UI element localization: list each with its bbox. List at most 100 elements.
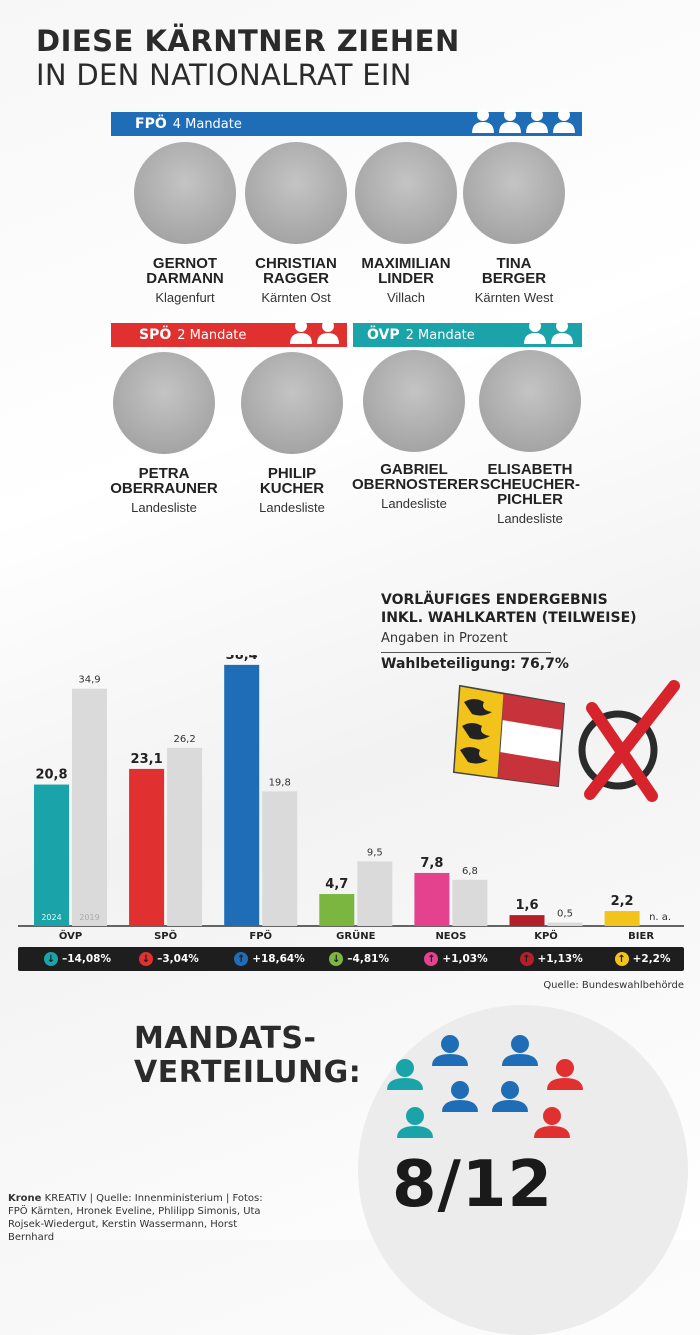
candidate-photo <box>241 352 343 454</box>
arrow-up-icon: ↑ <box>234 952 249 966</box>
person-icon <box>524 320 546 344</box>
spo-mandates: 2 Mandate <box>177 327 247 343</box>
change-value: ↑ +2,2% <box>614 947 671 971</box>
result-heading: VORLÄUFIGES ENDERGEBNIS INKL. WAHLKARTEN… <box>381 592 637 626</box>
person-icon <box>551 320 573 344</box>
change-value: ↓ –3,04% <box>139 947 199 971</box>
arrow-up-icon: ↑ <box>614 952 629 966</box>
mandate-heading: MANDATS- VERTEILUNG: <box>134 1021 362 1090</box>
candidate-oberrauner: PETRA OBERRAUNER Landesliste <box>104 352 224 515</box>
category-label: SPÖ <box>154 928 177 942</box>
spo-header: SPÖ 2 Mandate <box>111 320 347 347</box>
change-text: –4,81% <box>347 953 389 965</box>
fpo-name: FPÖ <box>135 116 167 132</box>
value-label-2024: 4,7 <box>325 877 348 892</box>
legend-2024: 2024 <box>41 913 61 922</box>
person-icon <box>547 1059 583 1090</box>
person-icon <box>442 1081 478 1112</box>
person-icon <box>526 109 548 133</box>
bar-2019-grüne <box>357 861 393 926</box>
mandate-count: 8/12 <box>392 1148 553 1222</box>
arrow-down-icon: ↓ <box>139 952 154 966</box>
person-icon <box>553 109 575 133</box>
change-value: ↓ –4,81% <box>329 947 389 971</box>
ballot-cross-icon <box>578 680 680 802</box>
bar-2019-övp <box>72 688 107 926</box>
person-icon <box>534 1107 570 1138</box>
value-label-2019: 26,2 <box>173 734 195 745</box>
person-icon <box>432 1035 468 1066</box>
candidate-photo <box>134 142 236 244</box>
candidate-darmann: GERNOT DARMANN Klagenfurt <box>125 142 245 305</box>
value-label-2024: 38,4 <box>226 655 258 663</box>
candidate-photo <box>363 350 465 452</box>
chart-source: Quelle: Bundeswahlbehörde <box>543 980 684 991</box>
candidate-linder: MAXIMILIAN LINDER Villach <box>346 142 466 305</box>
bar-2024-fpö <box>224 664 260 926</box>
change-text: +1,13% <box>537 953 583 965</box>
value-label-2024: 2,2 <box>611 894 634 909</box>
ovp-mandates: 2 Mandate <box>405 327 475 343</box>
value-label-2019: 34,9 <box>78 675 100 686</box>
value-label-2019: n. a. <box>649 912 671 923</box>
value-label-2019: 6,8 <box>462 866 478 877</box>
arrow-up-icon: ↑ <box>424 952 439 966</box>
spo-name: SPÖ <box>139 327 172 343</box>
candidate-photo <box>355 142 457 244</box>
value-label-2019: 0,5 <box>557 909 573 920</box>
spo-mandate-icons <box>289 318 340 344</box>
bar-2024-bier <box>604 911 640 926</box>
candidate-obernosterer: GABRIEL OBERNOSTERER Landesliste <box>352 350 479 511</box>
headline-line1: DIESE KÄRNTNER ZIEHEN <box>36 24 460 58</box>
category-label: GRÜNE <box>336 928 375 942</box>
value-label-2019: 9,5 <box>367 847 383 858</box>
bar-2019-kpö <box>547 922 583 926</box>
footer-credits: Krone KREATIV | Quelle: Innenministerium… <box>8 1193 263 1243</box>
unit-note: Angaben in Prozent <box>381 631 508 646</box>
arrow-down-icon: ↓ <box>329 952 344 966</box>
ovp-name: ÖVP <box>367 327 400 343</box>
category-label: BIER <box>628 931 654 942</box>
headline-line2: IN DEN NATIONALRAT EIN <box>36 58 412 92</box>
bar-2019-neos <box>452 879 488 926</box>
turnout: Wahlbeteiligung: 76,7% <box>381 656 569 672</box>
change-value: ↓ –14,08% <box>44 947 111 971</box>
legend-2019: 2019 <box>79 913 99 922</box>
person-icon <box>502 1035 538 1066</box>
person-icon <box>492 1081 528 1112</box>
fpo-header: FPÖ 4 Mandate <box>111 109 582 136</box>
person-icon <box>317 320 339 344</box>
candidate-kucher: PHILIP KUCHER Landesliste <box>232 352 352 515</box>
candidate-scheucher-pichler: ELISABETH SCHEUCHER- PICHLER Landesliste <box>470 350 590 526</box>
change-text: +18,64% <box>252 953 305 965</box>
fpo-mandate-icons <box>471 107 576 133</box>
change-text: –3,04% <box>157 953 199 965</box>
bar-2024-grüne <box>319 894 355 926</box>
mandate-people-icons <box>387 1035 583 1138</box>
bar-2019-fpö <box>262 791 298 926</box>
results-bar-chart: 20,8 34,9 ÖVP 2024 2019 23,1 26,2 SPÖ 38,4 19,8 FP… <box>18 655 684 942</box>
candidate-berger: TINA BERGER Kärnten West <box>454 142 574 305</box>
candidate-ragger: CHRISTIAN RAGGER Kärnten Ost <box>236 142 356 305</box>
arrow-down-icon: ↓ <box>44 952 58 966</box>
candidate-photo <box>113 352 215 454</box>
person-icon <box>472 109 494 133</box>
person-icon <box>290 320 312 344</box>
ovp-mandate-icons <box>523 318 574 344</box>
category-label: KPÖ <box>534 928 558 942</box>
bar-2024-neos <box>414 872 450 926</box>
category-label: NEOS <box>435 931 466 942</box>
change-text: +1,03% <box>442 953 488 965</box>
bar-2024-kpö <box>509 915 545 926</box>
value-label-2019: 19,8 <box>269 777 291 788</box>
person-icon <box>397 1107 433 1138</box>
category-label: FPÖ <box>249 928 272 942</box>
value-label-2024: 23,1 <box>131 752 163 767</box>
value-label-2024: 7,8 <box>420 856 443 871</box>
fpo-mandates: 4 Mandate <box>172 116 242 132</box>
change-text: +2,2% <box>632 953 671 965</box>
bar-2024-spö <box>129 768 165 926</box>
carinthia-coat-of-arms-icon <box>452 684 566 788</box>
person-icon <box>499 109 521 133</box>
value-label-2024: 1,6 <box>515 898 538 913</box>
